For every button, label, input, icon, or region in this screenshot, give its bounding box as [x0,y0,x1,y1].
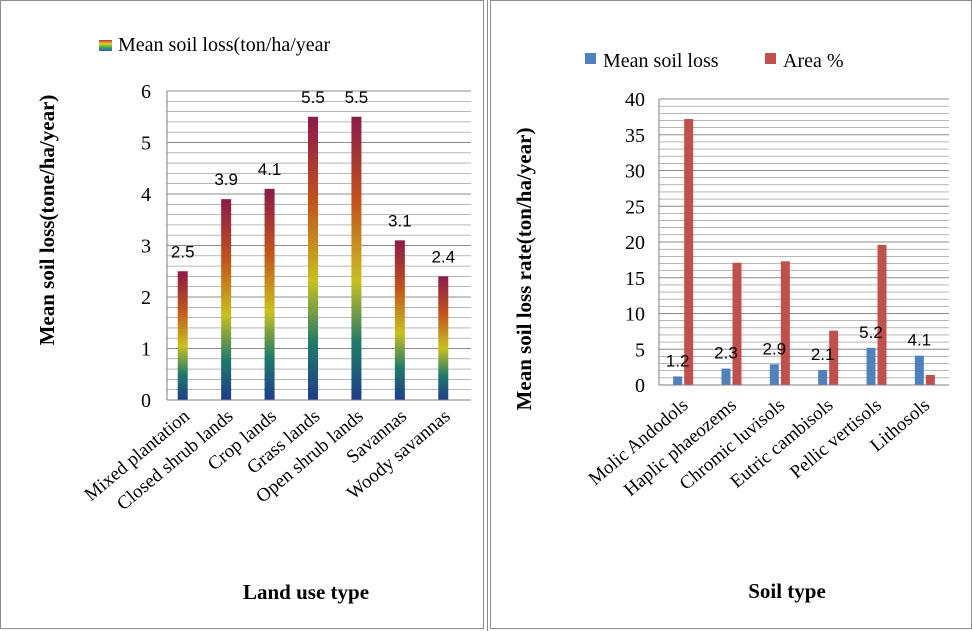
y-tick-label: 1 [141,339,151,361]
panel-divider [487,0,488,631]
data-label-haplic-phaeozems: 2.3 [714,344,738,363]
data-label-crop-lands: 4.1 [258,160,282,179]
bar-mean-soil-loss-eutric-cambisols [818,369,828,385]
bar-grass-lands [308,116,318,400]
y-tick-label: 10 [625,304,645,326]
y-tick-label: 20 [625,232,645,254]
x-axis-title: Land use type [243,580,369,604]
legend-label-mean-soil-loss: Mean soil loss [603,50,719,72]
y-tick-label: 0 [141,390,151,412]
bar-area-chromic-luvisols [780,261,790,385]
y-tick-label: 15 [625,268,645,290]
bar-closed-shrub-lands [221,199,232,400]
data-label-savannas: 3.1 [388,211,412,230]
y-axis-title: Mean soil loss(tone/ha/year) [35,95,59,346]
data-label-open-shrub-lands: 5.5 [345,88,369,107]
y-axis-title: Mean soil loss rate(ton/ha/year) [512,128,536,411]
bar-crop-lands [264,188,275,400]
bar-open-shrub-lands [351,116,362,400]
data-label-mixed-plantation: 2.5 [171,242,195,261]
y-tick-label: 5 [635,339,645,361]
y-tick-label: 30 [625,161,645,183]
data-label-chromic-luvisols: 2.9 [763,339,787,358]
data-label-molic-andodols: 1.2 [666,351,690,370]
y-tick-label: 2 [141,287,151,309]
bar-area-haplic-phaeozems [732,262,742,385]
y-tick-label: 4 [141,184,151,206]
bar-mean-soil-loss-lithosols [914,355,924,385]
legend-swatch-mean-soil-loss [585,53,596,64]
y-tick-label: 5 [141,133,151,155]
data-label-grass-lands: 5.5 [301,88,325,107]
legend-swatch-rainbow [99,40,112,51]
y-tick-label: 40 [625,89,645,111]
legend-swatch-area [765,53,776,64]
data-label-lithosols: 4.1 [908,331,932,350]
data-label-eutric-cambisols: 2.1 [811,345,835,364]
bar-area-eutric-cambisols [829,330,839,385]
y-tick-label: 35 [625,125,645,147]
bar-mean-soil-loss-pellic-vertisols [866,347,876,385]
right-chart-panel: 0 5 10 15 20 25 30 35 40 Molic Andodols Haplic ph… [490,0,972,629]
y-tick-label: 25 [625,196,645,218]
bar-mean-soil-loss-molic-andodols [673,376,683,385]
bar-savannas [394,240,405,400]
bar-area-molic-andodols [684,119,694,386]
bar-area-lithosols [925,374,935,385]
legend-label-mean-soil-loss: Mean soil loss(ton/ha/year [118,34,331,56]
data-label-woody-savannas: 2.4 [431,247,455,266]
bar-mean-soil-loss-chromic-luvisols [769,364,779,385]
x-axis-title: Soil type [748,579,826,603]
y-tick-label: 3 [141,236,151,258]
legend-label-area: Area % [783,50,844,72]
bar-area-pellic-vertisols [877,244,887,385]
y-tick-label: 0 [635,375,645,397]
data-label-pellic-vertisols: 5.2 [859,323,883,342]
data-label-closed-shrub-lands: 3.9 [214,170,238,189]
bar-mean-soil-loss-haplic-phaeozems [721,368,731,385]
bar-woody-savannas [438,276,449,400]
bar-mixed-plantation [177,271,188,400]
y-tick-label: 6 [141,81,151,103]
